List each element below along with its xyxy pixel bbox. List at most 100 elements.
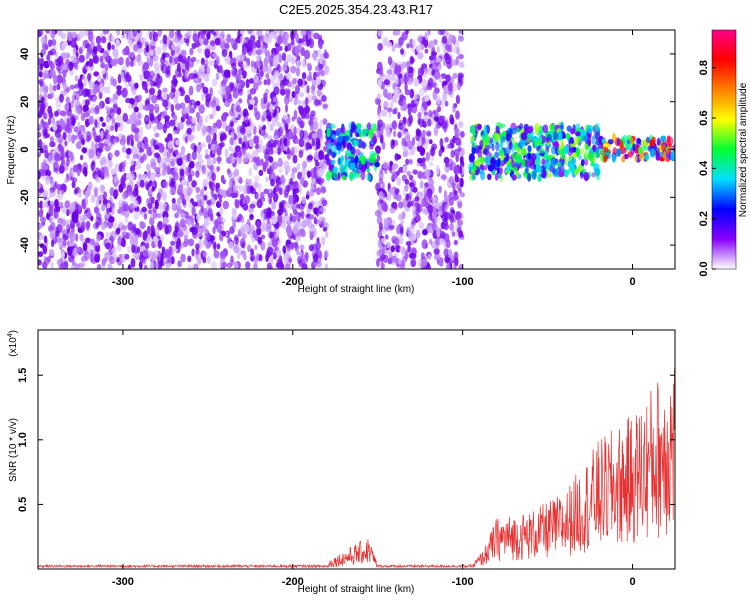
spectrogram-cell — [348, 173, 354, 180]
spectrogram-cell — [143, 264, 148, 269]
spectrogram-cell — [388, 165, 393, 172]
spectrogram-cell — [449, 207, 455, 214]
spectrogram-cell — [401, 247, 407, 255]
spectrogram-cell — [250, 256, 254, 262]
spectrogram-cell — [424, 48, 429, 54]
spectrogram-cell — [262, 124, 266, 131]
spectrogram-cell — [82, 88, 89, 98]
spectrogram-cell — [549, 165, 555, 173]
spectrogram-cell — [185, 119, 192, 126]
spectrogram-cell — [235, 105, 242, 113]
spectrogram-cell — [191, 180, 197, 188]
spectrogram-y-ticks: -40 -20 0 20 40 — [19, 48, 675, 253]
spectrogram-cell — [435, 95, 441, 105]
spectrogram-cell — [172, 37, 179, 44]
spectrogram-cell — [84, 99, 90, 106]
spectrogram-cell — [189, 99, 196, 106]
spectrogram-cell — [350, 123, 356, 133]
spectrogram-cell — [42, 245, 48, 255]
spectrogram-cell — [304, 97, 309, 106]
spectrogram-cell — [200, 33, 206, 40]
spectrogram-cell — [101, 122, 107, 128]
spectrogram-cell — [162, 34, 168, 45]
spectrogram-cell — [290, 38, 295, 46]
spectrogram-cell — [345, 150, 352, 158]
spectrogram-cell — [308, 219, 313, 230]
spectrogram-cell — [83, 112, 90, 118]
spectrogram-cell — [392, 163, 399, 170]
colorbar: 0.0 0.2 0.4 0.6 0.8 Normalized spectral ampl… — [698, 29, 749, 277]
spectrogram-cell — [278, 167, 283, 175]
spectrogram-cell — [39, 216, 47, 223]
spectrogram-cell — [258, 169, 264, 176]
spectrogram-cell — [229, 121, 234, 127]
spectrogram-cell — [136, 54, 141, 63]
spectrogram-cell — [177, 197, 181, 206]
spectrogram-cell — [299, 251, 303, 257]
spectrogram-cell — [240, 30, 245, 35]
spectrogram-cell — [94, 187, 98, 198]
spectrogram-cell — [432, 223, 439, 232]
spectrogram-cell — [458, 30, 463, 35]
spectrogram-cell — [326, 127, 331, 138]
spectrogram-cell — [417, 157, 423, 164]
spectrogram-cell — [171, 44, 176, 50]
spectrogram-cell — [148, 209, 153, 215]
spectrogram-cell — [130, 158, 135, 166]
spectrogram-cell — [51, 38, 57, 46]
spectrogram-cell — [251, 150, 255, 157]
spectrogram-cell — [324, 249, 330, 259]
spectrogram-cell — [326, 158, 332, 167]
spectrogram-cell — [570, 166, 575, 174]
spectrogram-cell — [221, 92, 228, 99]
spectrogram-cell — [219, 206, 224, 216]
spectrogram-cell — [276, 228, 280, 238]
spectrogram-cell — [128, 134, 134, 141]
spectrogram-cell — [101, 69, 106, 75]
spectrogram-cell — [406, 60, 411, 68]
spectrogram-cell — [134, 234, 139, 241]
spectrogram-cell — [606, 151, 611, 160]
spectrogram-cell — [291, 167, 298, 174]
spectrogram-cell — [90, 103, 96, 109]
spectrogram-cell — [158, 161, 164, 169]
spectrogram-cell — [407, 107, 412, 116]
spectrogram-cell — [379, 65, 384, 76]
spectrogram-cell — [557, 130, 563, 141]
spectrogram-cell — [242, 153, 249, 163]
spectrogram-cell — [243, 115, 249, 124]
spectrogram-cell — [75, 92, 80, 102]
spectrogram-cell — [105, 97, 111, 105]
spectrogram-cell — [64, 103, 70, 112]
spectrogram-cell — [49, 83, 53, 93]
spectrogram-cell — [431, 212, 437, 220]
spectrogram-cell — [256, 198, 263, 209]
spectrogram-cell — [556, 161, 562, 168]
spectrogram-cell — [318, 133, 323, 140]
spectrogram-cell — [235, 74, 242, 82]
spectrogram-cell — [327, 149, 333, 157]
spectrogram-cell — [298, 184, 303, 195]
spectrogram-cell — [260, 129, 264, 137]
spectrogram-cell — [187, 238, 195, 247]
spectrogram-cell — [242, 184, 248, 195]
spectrogram-cell — [206, 32, 211, 40]
spectrogram-cell — [306, 75, 313, 82]
spectrogram-cell — [250, 248, 255, 256]
spectrogram-cell — [170, 104, 175, 113]
spectrogram-cell — [268, 37, 272, 44]
spectrogram-cell — [298, 203, 305, 210]
spectrogram-cell — [660, 142, 666, 152]
spectrogram-cell — [587, 138, 591, 147]
spectrogram-cell — [201, 128, 206, 137]
spectrogram-cell — [356, 127, 362, 134]
spectrogram-cell — [311, 138, 316, 147]
spectrogram-cell — [271, 215, 278, 225]
spectrogram-cell — [410, 183, 416, 193]
spectrogram-cell — [96, 44, 102, 52]
spectrogram-cell — [419, 106, 425, 114]
spectrogram-cell — [283, 215, 290, 222]
spectrogram-cell — [321, 59, 327, 67]
snr-y-tick-label: 1.5 — [17, 368, 29, 383]
spectrogram-cell — [299, 244, 305, 250]
